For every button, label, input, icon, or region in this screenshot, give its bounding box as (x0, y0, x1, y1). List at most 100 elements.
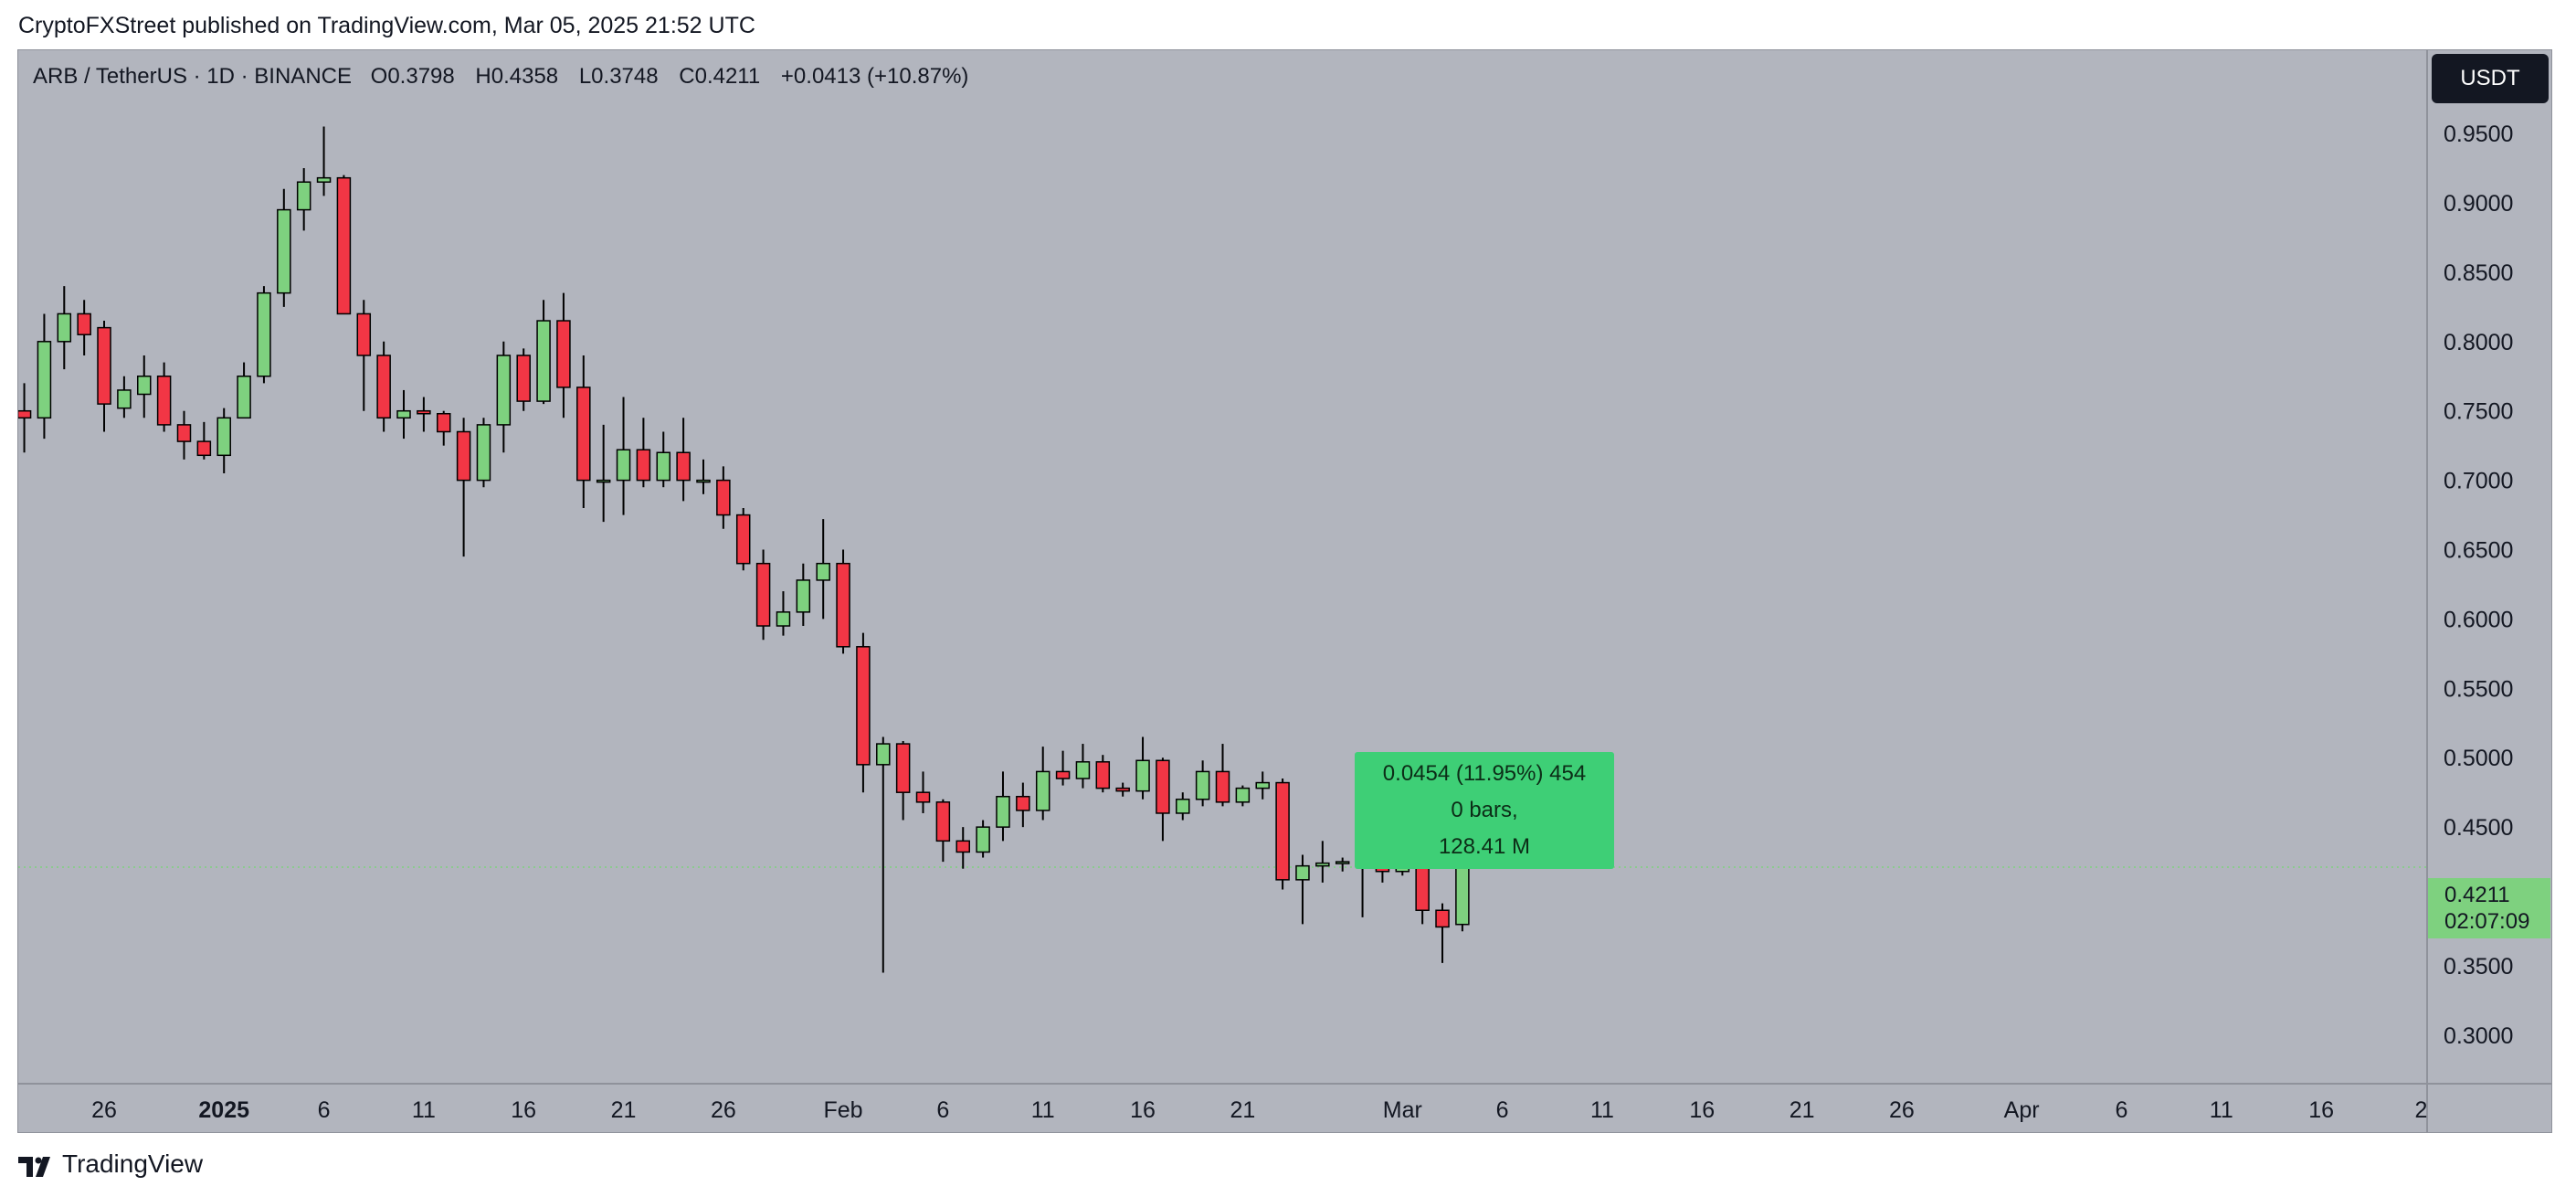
ohlc-high: H0.4358 (475, 64, 559, 89)
candle-down (636, 449, 651, 482)
candle-up (536, 320, 551, 402)
candle-up (996, 795, 1010, 828)
x-tick-label: 11 (1590, 1097, 1614, 1123)
candle-up (396, 409, 411, 419)
last-price-value: 0.4211 (2444, 883, 2510, 907)
candle-up (277, 208, 291, 294)
candle-up (237, 376, 251, 419)
candle-down (1115, 787, 1130, 792)
y-tick-label: 0.5500 (2444, 676, 2513, 702)
candle-down (196, 440, 212, 457)
candle-up (216, 417, 231, 457)
candle-down (676, 451, 691, 482)
x-tick-label: 6 (318, 1097, 331, 1123)
x-tick-label: 6 (2116, 1097, 2128, 1123)
y-tick-label: 0.9000 (2444, 191, 2513, 217)
candle-up (1455, 866, 1470, 926)
symbol-legend: ARB / TetherUS · 1D · BINANCE O0.3798 H0… (33, 64, 981, 90)
candle-down (176, 424, 192, 442)
candle-up (1176, 799, 1190, 814)
candle-down (915, 791, 931, 803)
candle-up (1135, 759, 1150, 792)
currency-button[interactable]: USDT (2432, 54, 2549, 103)
ohlc-change: +0.0413 (+10.87%) (780, 64, 969, 89)
x-tick-label: Feb (824, 1097, 863, 1123)
y-tick-label: 0.6000 (2444, 607, 2513, 632)
candle-down (516, 355, 531, 402)
measure-tooltip: 0.0454 (11.95%) 454 0 bars, 128.41 M (1355, 752, 1614, 869)
candle-up (117, 389, 132, 409)
candle-down (836, 562, 850, 648)
y-tick-label: 0.8000 (2444, 330, 2513, 355)
x-tick-label: 11 (2210, 1097, 2233, 1123)
candle-down (735, 514, 751, 565)
candle-up (1335, 861, 1350, 864)
candle-down (716, 479, 731, 516)
candle-up (656, 451, 671, 482)
ohlc-close: C0.4211 (679, 64, 761, 89)
candle-up (876, 743, 891, 766)
candle-up (796, 579, 811, 613)
ohlc-open: O0.3798 (370, 64, 455, 89)
candle-down (156, 376, 172, 426)
candle-down (97, 326, 111, 405)
candle-up (496, 355, 512, 426)
candle-up (296, 181, 311, 211)
x-tick-label: 21 (611, 1097, 637, 1123)
y-tick-label: 0.4500 (2444, 815, 2513, 841)
y-tick-label: 0.3000 (2444, 1023, 2513, 1049)
candle-up (1075, 761, 1091, 779)
y-tick-label: 0.6500 (2444, 538, 2513, 564)
candle-down (1095, 761, 1111, 789)
tradingview-logo-icon (18, 1154, 55, 1177)
x-tick-label: 16 (511, 1097, 536, 1123)
candle-up (57, 312, 72, 343)
measure-change: 0.0454 (11.95%) 454 (1382, 761, 1587, 786)
x-tick-label: 26 (91, 1097, 117, 1123)
candlestick-chart[interactable]: 0.9500 0.9000 0.8500 0.8000 0.7500 0.7000 0.65… (18, 50, 2551, 1132)
candle-down (1156, 759, 1170, 814)
candle-up (137, 376, 152, 396)
x-tick-label: Apr (2004, 1097, 2040, 1123)
chart-area[interactable]: 0.9500 0.9000 0.8500 0.8000 0.7500 0.7000 0.65… (17, 49, 2552, 1133)
x-tick-label: 26 (1889, 1097, 1915, 1123)
candle-down (935, 801, 951, 842)
candle-down (1435, 909, 1450, 928)
x-tick-label: 11 (412, 1097, 436, 1123)
candle-down (856, 646, 871, 766)
y-tick-label: 0.7000 (2444, 469, 2513, 494)
y-tick-label: 0.8500 (2444, 260, 2513, 286)
candle-down (1215, 770, 1230, 803)
x-tick-label: 16 (1689, 1097, 1715, 1123)
last-price-tag: 0.4211 02:07:09 (2428, 878, 2550, 938)
x-tick-label: 6 (936, 1097, 949, 1123)
x-tick-label: 21 (1789, 1097, 1815, 1123)
candle-down (376, 355, 391, 419)
candle-up (616, 449, 631, 482)
candle-up (316, 176, 332, 183)
candle-up (1255, 781, 1270, 789)
brand-name: TradingView (62, 1149, 204, 1178)
candle-down (1275, 781, 1290, 881)
x-tick-label: 6 (1496, 1097, 1509, 1123)
x-tick-label: 16 (1130, 1097, 1156, 1123)
x-tick-label: 2025 (198, 1097, 249, 1123)
candle-down (1055, 770, 1071, 779)
symbol-pair[interactable]: ARB / TetherUS · 1D · BINANCE (33, 64, 352, 89)
candle-down (1016, 795, 1030, 811)
candle-up (1295, 864, 1310, 881)
candle-up (257, 291, 271, 377)
candle-up (696, 479, 711, 483)
published-line: CryptoFXStreet published on TradingView.… (18, 13, 755, 38)
measure-bars: 0 bars, (1451, 798, 1518, 822)
x-tick-label: 11 (1031, 1097, 1055, 1123)
y-tick-label: 0.5000 (2444, 746, 2513, 771)
candle-up (1195, 770, 1210, 800)
footer-brand[interactable]: TradingView (18, 1149, 203, 1179)
candle-down (417, 409, 431, 415)
candle-up (1315, 862, 1330, 867)
bar-countdown: 02:07:09 (2444, 909, 2530, 934)
y-tick-label: 0.7500 (2444, 399, 2513, 425)
candle-down (436, 412, 451, 433)
candle-up (816, 562, 830, 581)
